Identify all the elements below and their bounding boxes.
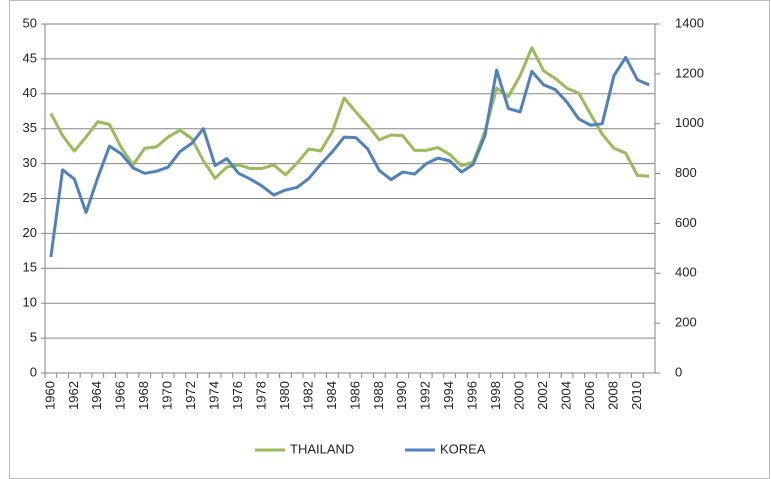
- y-tick-label: 15: [23, 260, 37, 275]
- x-tick-label: 2004: [558, 381, 573, 410]
- y2-tick-label: 1000: [675, 115, 704, 130]
- x-tick-label: 1990: [394, 381, 409, 410]
- y2-tick-label: 600: [675, 215, 697, 230]
- y2-tick-label: 200: [675, 315, 697, 330]
- x-tick-label: 1972: [183, 381, 198, 410]
- x-tick-label: 1994: [441, 381, 456, 410]
- y-tick-label: 25: [23, 190, 37, 205]
- x-tick-label: 1960: [42, 381, 57, 410]
- y-tick-label: 35: [23, 120, 37, 135]
- x-tick-label: 1986: [347, 381, 362, 410]
- x-tick-label: 2010: [629, 381, 644, 410]
- x-tick-label: 1982: [300, 381, 315, 410]
- x-tick-label: 1968: [136, 381, 151, 410]
- x-tick-label: 2006: [582, 381, 597, 410]
- y2-tick-label: 1400: [675, 15, 704, 30]
- x-tick-label: 1996: [465, 381, 480, 410]
- y-tick-label: 50: [23, 15, 37, 30]
- x-tick-label: 1964: [89, 381, 104, 410]
- y2-tick-label: 800: [675, 165, 697, 180]
- y-tick-label: 45: [23, 50, 37, 65]
- x-tick-label: 1992: [418, 381, 433, 410]
- x-tick-label: 2000: [512, 381, 527, 410]
- y-tick-label: 10: [23, 295, 37, 310]
- x-tick-label: 1966: [113, 381, 128, 410]
- data-line: [49, 55, 650, 258]
- y-tick-label: 40: [23, 85, 37, 100]
- x-tick-label: 1976: [230, 381, 245, 410]
- legend-label: THAILAND: [290, 441, 354, 456]
- x-tick-label: 1998: [488, 381, 503, 410]
- x-tick-label: 1962: [66, 381, 81, 410]
- data-line: [49, 46, 650, 180]
- x-tick-label: 2008: [605, 381, 620, 410]
- x-tick-label: 1988: [371, 381, 386, 410]
- y-tick-label: 20: [23, 225, 37, 240]
- x-tick-label: 2002: [535, 381, 550, 410]
- y-tick-label: 30: [23, 155, 37, 170]
- y2-tick-label: 0: [675, 364, 682, 379]
- x-tick-label: 1974: [207, 381, 222, 410]
- legend-label: KOREA: [440, 441, 486, 456]
- y2-tick-label: 1200: [675, 65, 704, 80]
- y-tick-label: 0: [30, 364, 37, 379]
- x-tick-label: 1984: [324, 381, 339, 410]
- x-tick-label: 1980: [277, 381, 292, 410]
- x-tick-label: 1978: [253, 381, 268, 410]
- y2-tick-label: 400: [675, 265, 697, 280]
- y-tick-label: 5: [30, 330, 37, 345]
- x-tick-label: 1970: [160, 381, 175, 410]
